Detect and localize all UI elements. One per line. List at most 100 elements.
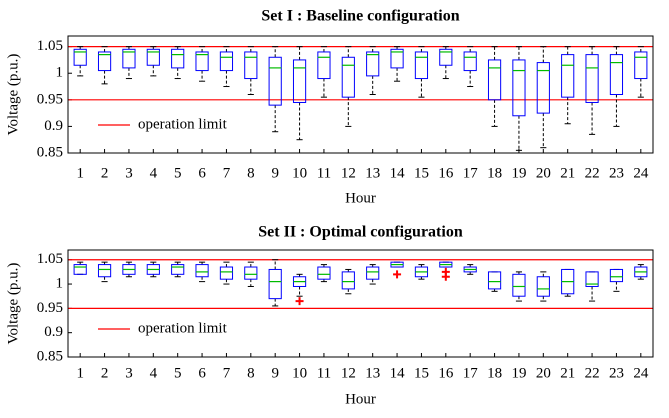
- box: [219, 51, 234, 72]
- box: [609, 268, 624, 283]
- y-tick-label: 0.95: [37, 300, 63, 316]
- x-tick-label: 7: [223, 165, 231, 181]
- box: [609, 54, 624, 95]
- outlier: [393, 270, 402, 279]
- box: [219, 266, 234, 280]
- box: [73, 264, 87, 275]
- x-tick-label: 18: [487, 365, 502, 381]
- x-tick-label: 5: [174, 165, 182, 181]
- y-tick-label: 1.05: [37, 38, 63, 54]
- plot-frame: [67, 249, 654, 358]
- box: [366, 51, 380, 77]
- box: [97, 51, 112, 72]
- box: [487, 59, 502, 101]
- box: [561, 54, 575, 98]
- x-tick-label: 1: [76, 165, 84, 181]
- box: [536, 62, 550, 114]
- x-tick-label: 16: [438, 365, 454, 381]
- box: [122, 48, 136, 69]
- box: [97, 264, 112, 278]
- box: [439, 48, 453, 66]
- x-tick-label: 2: [101, 165, 109, 181]
- x-tick-label: 8: [247, 365, 255, 381]
- x-axis-label: Hour: [345, 190, 376, 206]
- legend-label: operation limit: [138, 116, 228, 132]
- x-tick-label: 21: [560, 165, 575, 181]
- box: [585, 54, 599, 103]
- y-axis-label: Voltage (p.u.): [5, 54, 21, 136]
- box: [195, 264, 209, 278]
- y-tick-label: 0.9: [44, 118, 63, 134]
- x-tick-label: 10: [292, 165, 307, 181]
- outlier: [295, 297, 304, 306]
- y-tick-label: 1: [56, 275, 64, 291]
- x-tick-label: 2: [101, 365, 109, 381]
- x-tick-label: 18: [487, 165, 502, 181]
- box: [171, 48, 185, 69]
- plot-frame: [67, 35, 654, 154]
- chart-title: Set I : Baseline configuration: [261, 8, 459, 25]
- box: [536, 276, 550, 297]
- box: [146, 48, 160, 66]
- box: [341, 56, 355, 98]
- y-tick-label: 0.85: [37, 348, 63, 364]
- x-tick-label: 6: [198, 165, 206, 181]
- x-tick-label: 17: [463, 365, 479, 381]
- box: [341, 271, 355, 290]
- box: [634, 51, 648, 80]
- x-tick-label: 23: [609, 165, 624, 181]
- x-tick-label: 16: [438, 165, 454, 181]
- box: [487, 271, 502, 290]
- x-tick-label: 19: [511, 165, 526, 181]
- x-tick-label: 14: [390, 365, 406, 381]
- chart-title: Set II : Optimal configuration: [258, 224, 463, 241]
- outlier: [441, 272, 450, 281]
- y-axis-label: Voltage (p.u.): [5, 263, 21, 345]
- box: [244, 51, 258, 80]
- box: [268, 268, 282, 300]
- x-tick-label: 22: [585, 365, 600, 381]
- y-tick-label: 0.9: [44, 324, 63, 340]
- x-tick-label: 23: [609, 365, 624, 381]
- box: [512, 273, 526, 297]
- x-tick-label: 24: [633, 165, 649, 181]
- x-tick-label: 13: [365, 365, 380, 381]
- box: [244, 266, 258, 280]
- x-tick-label: 20: [536, 365, 551, 381]
- box: [171, 264, 185, 275]
- box: [292, 59, 307, 103]
- box: [512, 59, 526, 117]
- box: [268, 56, 282, 106]
- x-tick-label: 15: [414, 165, 429, 181]
- x-tick-label: 4: [150, 165, 158, 181]
- x-tick-label: 14: [390, 165, 406, 181]
- x-tick-label: 9: [271, 165, 279, 181]
- x-tick-label: 20: [536, 165, 551, 181]
- x-tick-label: 11: [317, 165, 331, 181]
- x-tick-label: 6: [198, 365, 206, 381]
- x-tick-label: 12: [341, 365, 356, 381]
- box: [585, 271, 599, 287]
- y-tick-label: 1.05: [37, 251, 63, 267]
- x-tick-label: 9: [271, 365, 279, 381]
- x-tick-label: 19: [511, 365, 526, 381]
- x-tick-label: 8: [247, 165, 255, 181]
- x-tick-label: 3: [125, 365, 133, 381]
- x-tick-label: 11: [317, 365, 331, 381]
- x-tick-label: 13: [365, 165, 380, 181]
- x-tick-label: 24: [633, 365, 649, 381]
- x-axis-label: Hour: [345, 391, 376, 407]
- box: [73, 48, 87, 66]
- box: [390, 48, 404, 69]
- x-tick-label: 1: [76, 365, 84, 381]
- box: [414, 51, 429, 80]
- x-tick-label: 5: [174, 365, 182, 381]
- y-tick-label: 0.85: [37, 144, 63, 160]
- box: [317, 51, 331, 80]
- box: [463, 51, 477, 72]
- x-tick-label: 21: [560, 365, 575, 381]
- box: [195, 51, 209, 72]
- box: [366, 266, 380, 280]
- x-tick-label: 17: [463, 165, 479, 181]
